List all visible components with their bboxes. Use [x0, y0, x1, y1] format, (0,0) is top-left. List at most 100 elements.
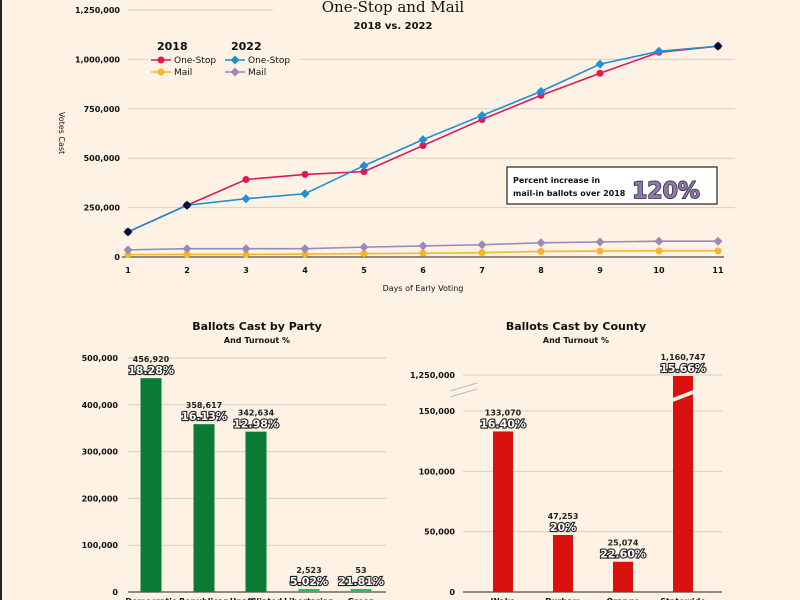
bar-value-label: 342,634 — [238, 409, 275, 418]
category-label: Durham — [545, 597, 581, 600]
point-2018-mail — [655, 247, 663, 255]
point-2022-mail — [654, 236, 664, 246]
bar-value-label: 53 — [355, 566, 366, 575]
category-label: Libertarian — [284, 597, 334, 600]
legend-item: Mail — [174, 68, 192, 78]
y-tick-label: 100,000 — [82, 541, 119, 550]
category-label: Democratic — [125, 597, 177, 600]
x-tick-label: 10 — [653, 266, 665, 275]
point-2018-mail — [183, 250, 191, 258]
x-tick-label: 4 — [302, 266, 308, 275]
y-tick-label: 0 — [449, 588, 455, 597]
x-tick-label: 7 — [479, 266, 485, 275]
point-2022-mail — [300, 244, 310, 254]
bar — [613, 561, 633, 592]
category-label: Unaffiliated — [230, 597, 283, 600]
annotation-text: Percent increase in — [513, 176, 600, 185]
y-tick-label: 200,000 — [82, 494, 119, 503]
category-label: Republican — [179, 597, 229, 600]
category-label: Orange — [607, 597, 641, 600]
legend-item: Mail — [248, 68, 266, 78]
legend-item: One-Stop — [174, 56, 216, 66]
point-2018-mail — [596, 247, 604, 255]
y-tick-label: 50,000 — [424, 528, 455, 537]
y-tick-label: 1,250,000 — [410, 371, 455, 380]
point-2018-mail — [360, 250, 368, 258]
point-2022-mail — [418, 241, 428, 251]
annotation-text: mail-in ballots over 2018 — [513, 189, 626, 198]
annotation-box — [506, 166, 718, 205]
bar-turnout-label: 21.81% — [338, 575, 384, 588]
bar — [193, 424, 215, 592]
point-2018-mail — [242, 250, 250, 258]
x-tick-label: 3 — [243, 266, 249, 275]
point-2022-one-stop — [595, 59, 605, 69]
point-2018-one-stop — [360, 168, 368, 176]
point-2022-mail — [713, 236, 723, 246]
category-label: Green — [347, 597, 374, 600]
axis-break-mark — [449, 382, 478, 392]
bar-turnout-label: 15.66% — [660, 362, 706, 375]
x-tick-label: 11 — [712, 266, 724, 275]
legend-heading: 2022 — [231, 40, 262, 53]
legend-marker — [157, 68, 165, 76]
legend-marker — [230, 67, 240, 77]
bar-turnout-label: 12.98% — [233, 418, 279, 431]
chart-subtitle: And Turnout % — [224, 336, 290, 345]
y-tick-label: 300,000 — [82, 448, 119, 457]
point-2022-one-stop — [418, 135, 428, 145]
point-2022-one-stop — [241, 194, 251, 204]
y-tick-label: 500,000 — [84, 154, 121, 163]
y-tick-label: 250,000 — [84, 204, 121, 213]
x-tick-label: 1 — [125, 266, 131, 275]
chart-subtitle: And Turnout % — [543, 336, 609, 345]
y-tick-label: 750,000 — [84, 105, 121, 114]
point-2022-mail — [182, 244, 192, 254]
x-tick-label: 9 — [597, 266, 603, 275]
y-tick-label: 150,000 — [419, 407, 456, 416]
point-2022-mail — [477, 240, 487, 250]
bar — [140, 378, 162, 592]
point-2022-one-stop — [123, 227, 133, 237]
category-label: Wake — [491, 597, 516, 600]
bar-value-label: 47,253 — [548, 512, 579, 521]
y-axis-label: Votes Cast — [57, 112, 66, 154]
legend-item: One-Stop — [248, 56, 290, 66]
bar-turnout-label: 22.60% — [600, 548, 646, 561]
x-axis-label: Days of Early Voting — [383, 284, 464, 293]
point-2022-one-stop — [654, 46, 664, 56]
category-label: Statewide — [660, 597, 706, 600]
annotation-value: 120% — [632, 179, 700, 204]
bar — [298, 589, 320, 592]
point-2022-mail — [123, 245, 133, 255]
point-2022-one-stop — [713, 41, 723, 51]
x-tick-label: 8 — [538, 266, 544, 275]
axis-break-mark — [449, 388, 478, 398]
y-tick-label: 100,000 — [419, 467, 456, 476]
point-2018-one-stop — [242, 176, 250, 184]
legend-marker — [230, 55, 240, 65]
bar-break-mark — [670, 389, 696, 403]
bar-turnout-label: 18.28% — [128, 364, 174, 377]
bar-value-label: 456,920 — [133, 355, 170, 364]
point-2022-one-stop — [359, 161, 369, 171]
point-2022-mail — [536, 238, 546, 248]
point-2018-mail — [478, 249, 486, 257]
point-2018-mail — [537, 247, 545, 255]
point-2018-one-stop — [301, 170, 309, 178]
point-2022-one-stop — [300, 189, 310, 199]
point-2018-one-stop — [596, 69, 604, 77]
bar — [553, 534, 573, 592]
point-2022-mail — [241, 244, 251, 254]
bar-turnout-label: 16.13% — [181, 410, 227, 423]
x-tick-label: 5 — [361, 266, 367, 275]
point-2022-one-stop — [536, 86, 546, 96]
x-tick-label: 6 — [420, 266, 426, 275]
y-tick-label: 500,000 — [82, 354, 119, 363]
point-2022-mail — [359, 242, 369, 252]
y-tick-label: 400,000 — [82, 401, 119, 410]
bar — [493, 431, 513, 592]
bar-value-label: 358,617 — [186, 401, 222, 410]
